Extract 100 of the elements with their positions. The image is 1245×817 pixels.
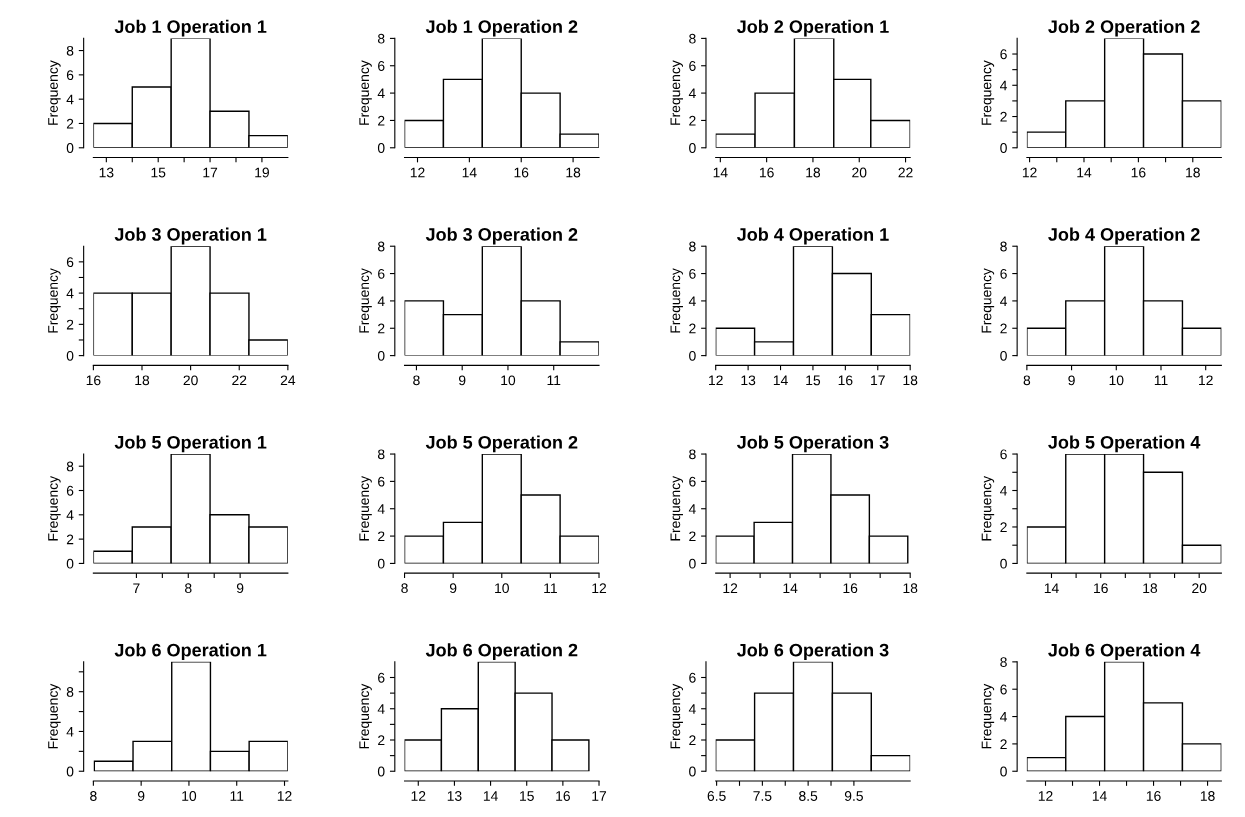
x-tick-label: 8 <box>413 375 420 386</box>
x-tick-label: 10 <box>182 791 197 801</box>
y-tick-label: 6 <box>689 672 696 683</box>
y-tick-label: 6 <box>1000 684 1007 695</box>
chart-title: Job 6 Operation 4 <box>1048 643 1201 661</box>
x-tick-label: 8.5 <box>799 791 818 801</box>
x-tick-label: 18 <box>903 583 918 594</box>
y-tick-label: 8 <box>689 449 696 460</box>
x-tick-label: 16 <box>86 375 101 386</box>
chart-title: Job 5 Operation 1 <box>114 435 267 453</box>
x-tick-label: 19 <box>255 167 269 178</box>
x-tick-label: 12 <box>709 375 723 386</box>
y-tick-label: 0 <box>1000 143 1007 153</box>
y-axis-title: Frequency <box>981 683 995 749</box>
y-tick-label: 8 <box>66 687 74 697</box>
x-tick-label: 12 <box>411 791 426 801</box>
x-tick-label: 16 <box>1094 583 1108 594</box>
y-axis-title: Frequency <box>981 475 995 541</box>
y-tick-label: 6 <box>689 476 696 487</box>
x-tick-label: 20 <box>183 375 198 386</box>
x-tick-label: 16 <box>1146 791 1161 801</box>
x-tick-label: 9 <box>137 791 145 801</box>
chart-title: Job 1 Operation 1 <box>114 19 267 37</box>
y-tick-label: 4 <box>1000 485 1008 496</box>
y-tick-label: 2 <box>689 115 696 126</box>
x-tick-label: 15 <box>806 375 821 386</box>
x-tick-label: 12 <box>410 167 425 178</box>
y-axis-title: Frequency <box>981 60 995 125</box>
x-tick-label: 14 <box>1044 583 1059 593</box>
x-tick-label: 9 <box>458 375 466 386</box>
y-tick-label: 4 <box>1000 296 1008 306</box>
y-tick-label: 0 <box>689 350 696 361</box>
y-tick-label: 2 <box>689 735 696 746</box>
x-tick-label: 8 <box>90 791 97 801</box>
x-tick-label: 9.5 <box>844 791 863 801</box>
y-tick-label: 4 <box>377 88 385 99</box>
x-tick-label: 16 <box>556 791 570 801</box>
x-tick-label: 20 <box>852 167 867 178</box>
y-tick-label: 2 <box>66 534 74 545</box>
x-tick-label: 11 <box>230 791 244 801</box>
y-tick-label: 6 <box>66 485 74 496</box>
x-tick-label: 18 <box>1200 791 1215 801</box>
y-tick-label: 2 <box>1000 323 1007 334</box>
y-tick-label: 0 <box>66 143 74 153</box>
chart-title: Job 6 Operation 2 <box>425 643 578 661</box>
y-axis-title: Frequency <box>48 60 61 125</box>
y-tick-label: 0 <box>689 143 696 153</box>
y-axis-title: Frequency <box>670 475 683 541</box>
y-tick-label: 4 <box>377 504 385 514</box>
y-tick-label: 4 <box>377 296 385 306</box>
x-tick-label: 8 <box>1023 375 1031 386</box>
x-tick-label: 13 <box>447 791 462 801</box>
x-tick-label: 12 <box>277 791 292 801</box>
x-tick-label: 9 <box>1068 375 1075 386</box>
y-axis-title: Frequency <box>48 475 61 541</box>
y-tick-label: 4 <box>1000 80 1008 91</box>
y-tick-label: 0 <box>377 143 385 153</box>
y-tick-label: 2 <box>689 531 696 542</box>
x-tick-label: 12 <box>1199 375 1213 386</box>
x-tick-label: 16 <box>1131 167 1146 178</box>
y-tick-label: 8 <box>377 241 385 252</box>
y-tick-label: 6 <box>378 672 385 683</box>
chart-title: Job 2 Operation 2 <box>1048 19 1200 37</box>
y-tick-label: 2 <box>689 323 696 334</box>
y-tick-label: 0 <box>1000 558 1007 569</box>
x-tick-label: 18 <box>1143 583 1158 594</box>
y-tick-label: 6 <box>378 268 385 279</box>
x-tick-label: 14 <box>713 167 728 178</box>
y-axis-title: Frequency <box>670 60 683 125</box>
y-tick-label: 4 <box>66 510 74 520</box>
x-tick-label: 9 <box>449 583 457 594</box>
y-tick-label: 0 <box>689 558 696 569</box>
x-tick-label: 10 <box>495 583 509 594</box>
x-tick-label: 7 <box>133 583 140 593</box>
x-tick-label: 17 <box>592 791 607 801</box>
x-tick-label: 8 <box>185 583 192 594</box>
y-tick-label: 8 <box>689 33 696 44</box>
y-tick-label: 4 <box>66 94 74 105</box>
x-tick-label: 13 <box>741 375 756 386</box>
x-tick-label: 14 <box>773 375 788 386</box>
x-tick-label: 14 <box>483 791 498 801</box>
y-axis-title: Frequency <box>48 268 61 333</box>
y-tick-label: 2 <box>378 735 385 746</box>
x-tick-label: 12 <box>592 583 607 593</box>
y-tick-label: 2 <box>378 323 385 334</box>
x-tick-label: 7.5 <box>753 791 772 801</box>
x-tick-label: 22 <box>232 375 247 386</box>
y-tick-label: 8 <box>1000 241 1007 252</box>
y-tick-label: 6 <box>66 70 74 81</box>
y-tick-label: 4 <box>688 88 696 99</box>
chart-title: Job 6 Operation 3 <box>736 643 889 661</box>
y-tick-label: 8 <box>66 461 74 472</box>
x-tick-label: 17 <box>871 375 885 386</box>
x-tick-label: 22 <box>898 167 913 178</box>
chart-title: Job 1 Operation 2 <box>425 19 578 37</box>
x-tick-label: 14 <box>783 583 798 593</box>
y-tick-label: 6 <box>689 61 696 71</box>
y-tick-label: 0 <box>1000 766 1007 777</box>
y-tick-label: 4 <box>688 704 696 714</box>
x-tick-label: 13 <box>99 167 114 178</box>
